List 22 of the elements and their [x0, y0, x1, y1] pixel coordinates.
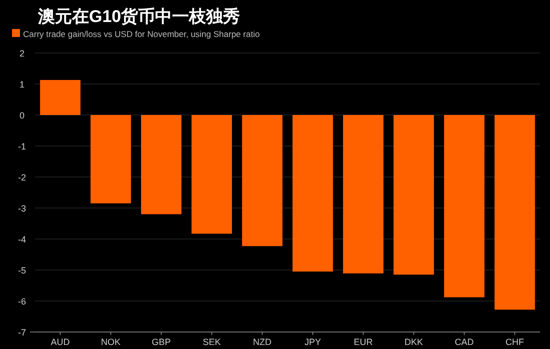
- y-tick-label: -1: [18, 142, 26, 152]
- x-tick-label: SEK: [202, 337, 221, 347]
- y-tick-label: -4: [18, 234, 26, 244]
- y-tick-label: -3: [18, 204, 26, 214]
- y-tick-label: 1: [19, 80, 25, 90]
- x-tick-label: CHF: [506, 337, 524, 347]
- y-tick-label: -2: [18, 172, 26, 182]
- x-tick-label: NOK: [100, 337, 121, 347]
- x-tick-label: JPY: [304, 337, 322, 347]
- y-tick-label: -5: [18, 266, 26, 276]
- chart-title: 澳元在G10货币中一枝独秀: [37, 7, 240, 26]
- y-tick-label: -6: [18, 296, 26, 306]
- x-tick-label: AUD: [50, 337, 70, 347]
- y-tick-label: -7: [18, 328, 26, 338]
- x-tick-label: NZD: [253, 337, 272, 347]
- x-tick-label: DKK: [404, 337, 424, 347]
- y-tick-label: 0: [19, 110, 25, 120]
- y-tick-label: 2: [19, 48, 25, 58]
- x-tick-label: EUR: [354, 337, 374, 347]
- legend-label: Carry trade gain/loss vs USD for November, using Sharpe ratio: [23, 29, 260, 39]
- x-tick-label: CAD: [454, 337, 474, 347]
- x-tick-label: GBP: [152, 337, 171, 347]
